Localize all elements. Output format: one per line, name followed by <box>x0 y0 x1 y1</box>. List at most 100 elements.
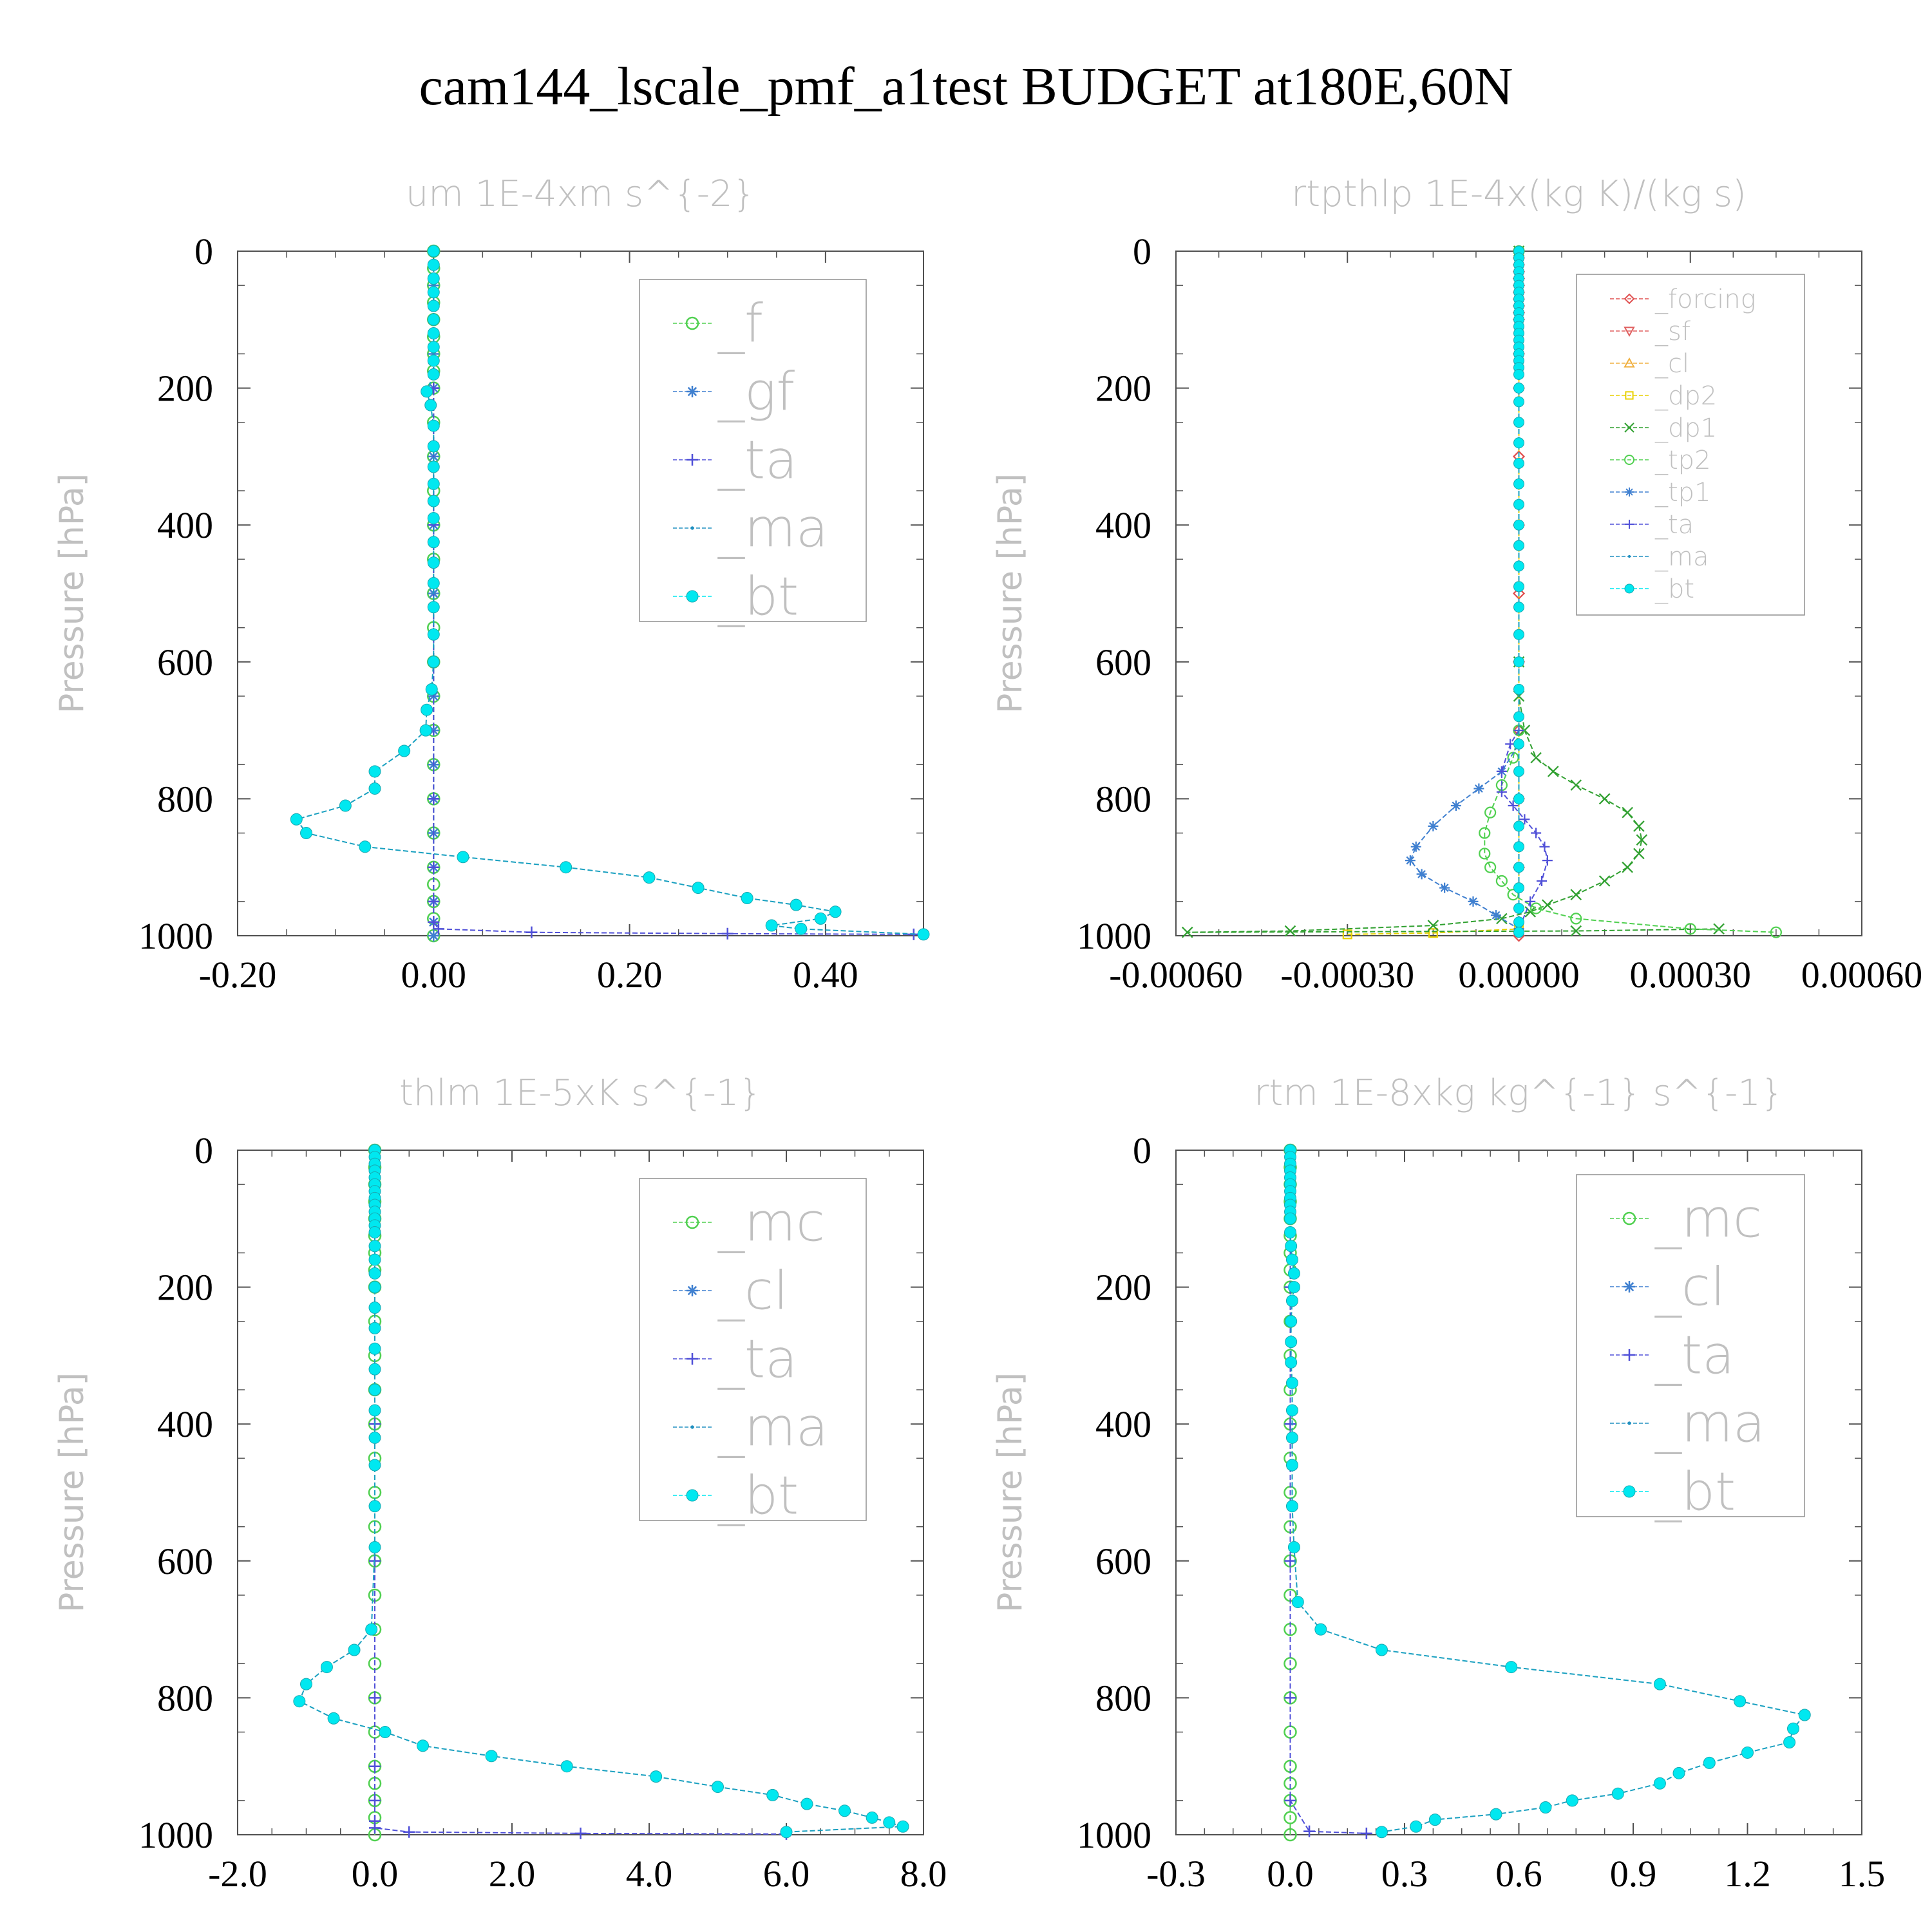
data-point <box>320 1661 333 1674</box>
data-point <box>1513 458 1524 469</box>
data-point <box>1427 920 1439 931</box>
x-tick-label: 0.40 <box>793 954 858 996</box>
data-point <box>1525 896 1536 907</box>
data-point <box>1410 1820 1423 1833</box>
data-point <box>1508 800 1519 811</box>
legend-marker <box>1624 293 1635 305</box>
data-point <box>1653 1777 1666 1790</box>
data-point <box>427 477 440 490</box>
data-point <box>1303 1825 1316 1837</box>
x-tick-label: 6.0 <box>763 1853 810 1895</box>
legend-label: _mc <box>1654 1189 1762 1250</box>
data-point <box>1598 875 1611 887</box>
data-point <box>427 313 440 326</box>
legend-label: _gf <box>717 362 795 423</box>
y-tick-label: 400 <box>1095 1403 1151 1445</box>
legend-marker <box>687 1285 698 1296</box>
data-point <box>1684 923 1696 935</box>
panel-title: rtm 1E-8xkg kg^{-1} s^{-1} <box>1254 1072 1783 1114</box>
data-point <box>1513 417 1524 428</box>
data-point <box>1484 861 1497 873</box>
data-point <box>1570 913 1582 925</box>
data-point <box>1285 1294 1298 1307</box>
data-point <box>1468 896 1479 907</box>
data-point <box>368 782 381 795</box>
data-point <box>427 601 440 614</box>
chart-panel-rtm: rtm 1E-8xkg kg^{-1} s^{-1} Pressure [hPa]… <box>991 1072 1885 1895</box>
y-tick-label: 800 <box>1095 1677 1151 1719</box>
legend-label: _ta <box>1654 510 1694 540</box>
legend-marker <box>1625 391 1634 400</box>
y-axis-label: Pressure [hPa] <box>53 473 91 714</box>
data-point <box>1513 882 1524 894</box>
y-tick-label: 1000 <box>138 915 213 957</box>
data-point <box>1490 1808 1502 1821</box>
data-point <box>1505 1661 1518 1674</box>
data-point <box>300 1678 312 1690</box>
data-point <box>403 1826 415 1838</box>
data-point <box>1513 841 1524 853</box>
data-point <box>560 861 573 874</box>
legend-marker <box>1624 327 1635 337</box>
legend-marker <box>690 526 694 530</box>
data-point <box>1513 793 1524 804</box>
legend-marker <box>1624 1281 1635 1293</box>
data-point <box>1473 783 1484 794</box>
x-tick-label: 0.00 <box>401 954 467 996</box>
data-point <box>1798 1709 1811 1721</box>
data-point <box>427 656 440 668</box>
legend-label: _mc <box>717 1193 825 1254</box>
data-point <box>1672 1766 1685 1779</box>
data-point <box>398 744 411 757</box>
data-point <box>1285 1404 1298 1417</box>
data-point <box>765 919 778 932</box>
data-point <box>427 419 440 432</box>
data-point <box>427 354 440 367</box>
data-point <box>838 1804 851 1817</box>
data-point <box>1513 629 1524 640</box>
y-tick-label: 400 <box>1095 504 1151 546</box>
y-tick-label: 0 <box>1133 1130 1151 1171</box>
data-point <box>368 1541 381 1554</box>
data-point <box>428 916 440 928</box>
legend-label: _cl <box>1654 349 1689 379</box>
y-tick-label: 200 <box>1095 1267 1151 1309</box>
data-point <box>300 827 312 840</box>
data-point <box>790 898 802 911</box>
x-tick-label: 0.00060 <box>1801 954 1923 996</box>
data-point <box>1547 766 1559 777</box>
y-tick-label: 600 <box>1095 1540 1151 1582</box>
data-point <box>866 1811 878 1824</box>
data-point <box>1284 1212 1296 1225</box>
data-point <box>368 1226 381 1239</box>
legend-label: _forcing <box>1654 285 1756 314</box>
data-point <box>1513 519 1524 531</box>
data-point <box>814 912 827 925</box>
data-point <box>526 926 538 938</box>
legend-marker <box>687 454 698 466</box>
data-point <box>766 1788 779 1801</box>
data-point <box>1537 875 1547 886</box>
x-tick-label: 0.3 <box>1381 1853 1428 1895</box>
y-tick-label: 1000 <box>138 1814 213 1856</box>
data-point <box>1284 1794 1296 1806</box>
data-point <box>427 556 440 569</box>
data-point <box>368 1342 381 1355</box>
data-point <box>368 1321 381 1334</box>
data-point <box>1285 1336 1298 1349</box>
x-tick-label: -0.20 <box>199 954 277 996</box>
data-point <box>1513 820 1524 832</box>
legend-marker <box>1622 1211 1636 1226</box>
data-point <box>1291 1596 1304 1609</box>
legend-label: _ma <box>717 1397 828 1459</box>
data-point <box>1513 498 1524 510</box>
data-point <box>428 930 440 942</box>
data-point <box>896 1820 909 1833</box>
data-point <box>1376 1643 1388 1656</box>
data-point <box>293 1695 306 1708</box>
data-point <box>1285 1459 1298 1472</box>
legend-marker <box>1624 1349 1635 1361</box>
series-line <box>1289 1150 1367 1834</box>
legend-marker <box>687 386 698 397</box>
y-tick-label: 1000 <box>1077 1814 1151 1856</box>
